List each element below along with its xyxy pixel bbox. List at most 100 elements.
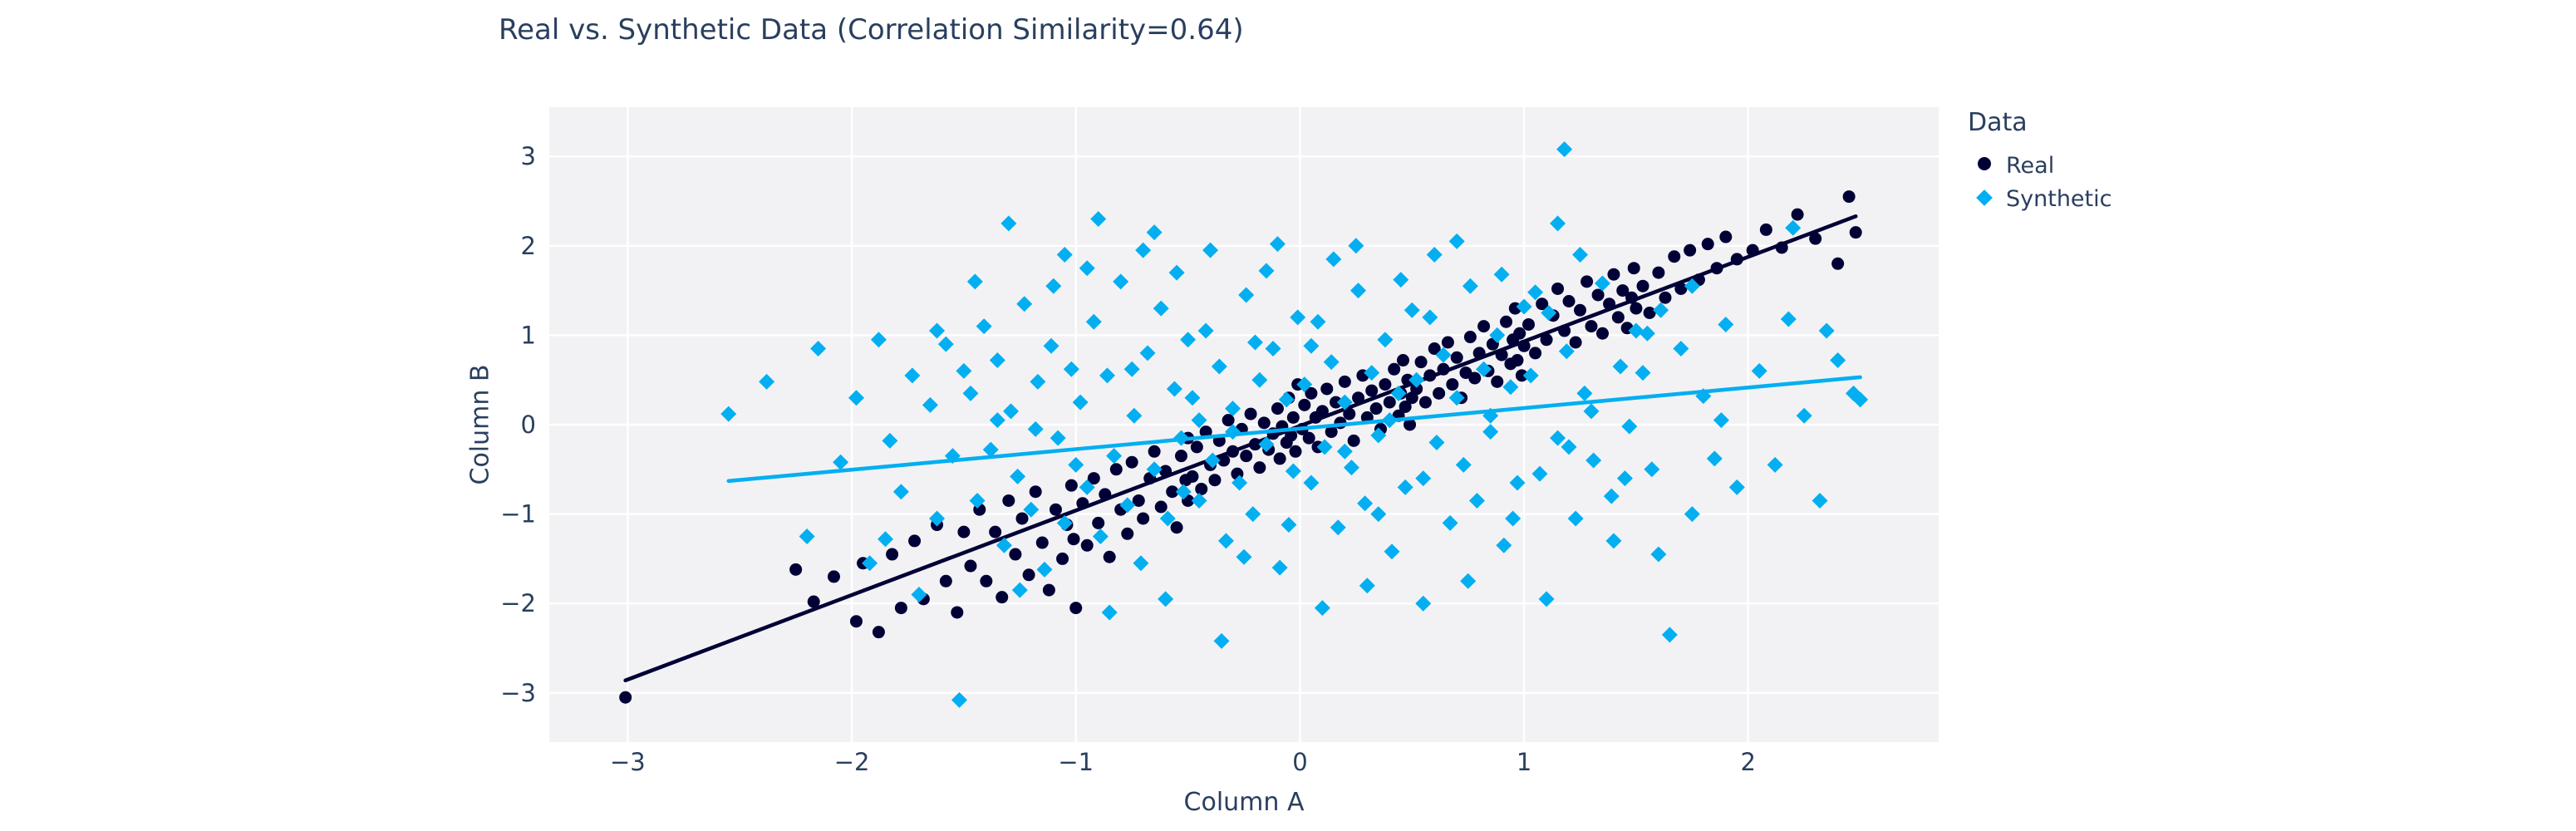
synthetic-point — [1455, 456, 1472, 473]
real-point — [1369, 402, 1383, 416]
real-point — [1396, 354, 1409, 367]
synthetic-point — [810, 341, 827, 357]
synthetic-point — [1050, 430, 1066, 446]
synthetic-point — [1415, 470, 1432, 487]
x-tick-label: −2 — [834, 748, 870, 776]
real-point — [1379, 378, 1392, 391]
synthetic-point — [1621, 418, 1638, 435]
synthetic-point — [1133, 555, 1149, 572]
synthetic-point — [1204, 452, 1221, 469]
synthetic-point — [1211, 358, 1227, 375]
synthetic-point — [1616, 470, 1633, 487]
synthetic-point — [1594, 275, 1610, 292]
synthetic-point — [1269, 236, 1286, 253]
real-point — [1009, 548, 1022, 561]
synthetic-point — [1541, 304, 1557, 321]
synthetic-point — [1661, 627, 1678, 643]
synthetic-point — [1036, 561, 1053, 578]
real-point — [1137, 512, 1150, 525]
real-point — [1002, 494, 1015, 507]
synthetic-point — [1251, 371, 1268, 388]
real-point — [1450, 351, 1463, 364]
synthetic-point — [995, 537, 1012, 553]
real-point — [1595, 327, 1609, 340]
synthetic-point — [1000, 215, 1017, 232]
synthetic-point — [1323, 354, 1340, 371]
legend-item-synthetic[interactable]: Synthetic — [1968, 182, 2111, 215]
real-point — [1365, 384, 1379, 397]
synthetic-point — [1538, 591, 1555, 607]
synthetic-point — [1336, 443, 1353, 460]
real-point — [1125, 455, 1138, 469]
real-point — [1022, 568, 1035, 582]
real-point — [1446, 378, 1459, 391]
synthetic-point — [1325, 251, 1342, 268]
real-point — [1809, 232, 1822, 245]
real-point — [1842, 190, 1856, 204]
synthetic-point — [1271, 559, 1288, 576]
real-point — [1616, 284, 1630, 297]
synthetic-point — [1751, 362, 1767, 379]
real-point — [1569, 336, 1582, 349]
synthetic-point — [1175, 484, 1192, 500]
real-point — [1477, 320, 1491, 333]
synthetic-point — [1003, 403, 1020, 420]
real-point — [1418, 396, 1432, 409]
real-point — [1064, 479, 1078, 492]
synthetic-point — [1415, 595, 1432, 612]
real-point — [1849, 226, 1862, 239]
synthetic-point — [962, 385, 979, 401]
real-point — [1831, 257, 1845, 270]
real-point — [1511, 354, 1524, 367]
real-point — [1087, 472, 1100, 485]
synthetic-point — [1246, 334, 1263, 351]
synthetic-point — [1404, 302, 1420, 318]
synthetic-point — [1090, 211, 1107, 228]
real-point — [1199, 425, 1212, 439]
synthetic-point — [1126, 407, 1143, 424]
legend-item-real[interactable]: Real — [1968, 149, 2111, 182]
real-point — [1674, 282, 1688, 295]
real-point — [1049, 503, 1062, 516]
synthetic-point — [937, 336, 954, 352]
real-point — [789, 563, 803, 576]
real-point — [1325, 425, 1338, 439]
real-point — [951, 606, 964, 619]
synthetic-point — [1072, 394, 1089, 411]
synthetic-point — [1197, 322, 1214, 339]
synthetic-point — [966, 273, 983, 290]
synthetic-point — [1397, 479, 1413, 495]
synthetic-point — [1359, 578, 1375, 594]
synthetic-point — [1231, 475, 1248, 491]
real-point — [1092, 516, 1105, 529]
real-point — [1035, 536, 1049, 549]
real-point — [1441, 336, 1454, 349]
real-point — [1562, 295, 1576, 308]
real-point — [894, 602, 907, 615]
synthetic-point — [862, 555, 878, 572]
synthetic-point — [1079, 479, 1095, 495]
synthetic-point — [989, 352, 1005, 369]
synthetic-point — [882, 432, 898, 449]
synthetic-point — [1435, 347, 1452, 363]
synthetic-point — [976, 318, 992, 335]
real-point — [1320, 382, 1334, 396]
synthetic-point — [1068, 456, 1084, 473]
synthetic-point — [1166, 381, 1182, 397]
synthetic-point — [1316, 439, 1333, 455]
synthetic-point — [1728, 479, 1745, 495]
real-point — [1701, 238, 1714, 251]
legend-title: Data — [1968, 108, 2028, 137]
real-point — [1029, 485, 1042, 499]
synthetic-point — [1011, 582, 1028, 598]
real-point — [964, 559, 977, 573]
real-point — [908, 534, 922, 548]
synthetic-point — [1796, 407, 1812, 424]
synthetic-point — [1605, 533, 1622, 549]
synthetic-point — [1079, 260, 1095, 277]
synthetic-point — [1448, 390, 1465, 406]
synthetic-point — [1684, 506, 1700, 523]
synthetic-point — [922, 396, 938, 413]
synthetic-point — [1502, 379, 1519, 396]
